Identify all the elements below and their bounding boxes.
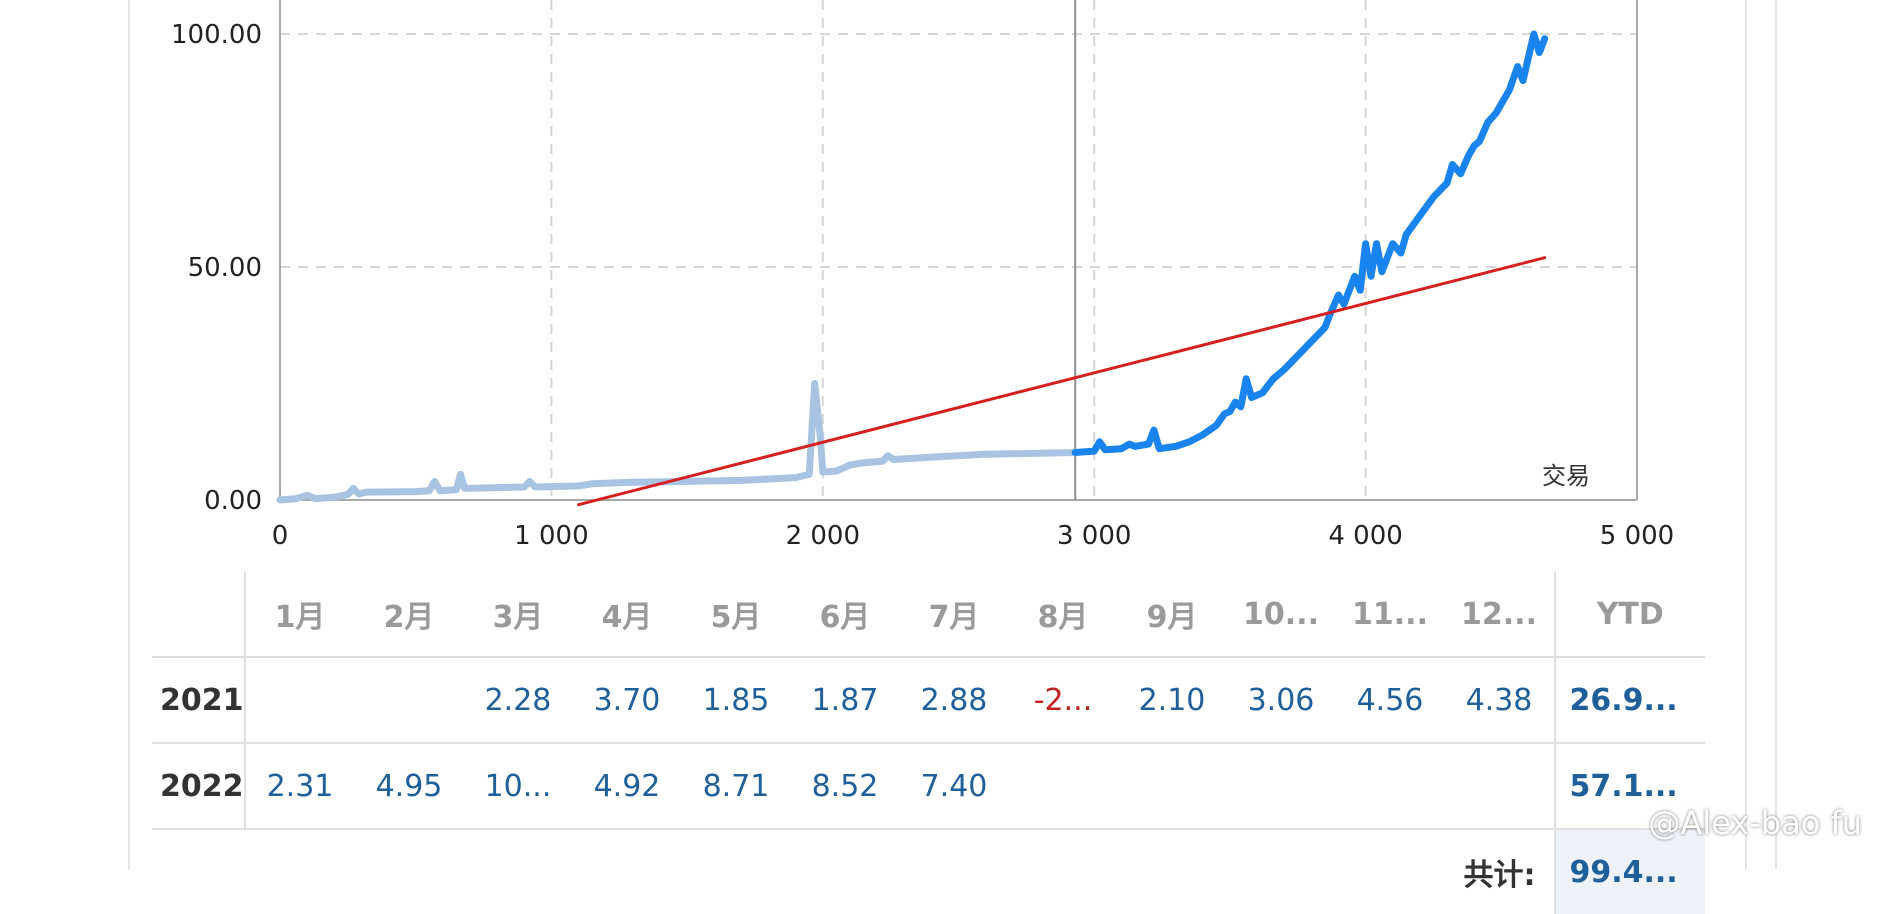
month-value-cell: 2.28 <box>463 657 573 744</box>
chart-axes <box>279 0 1638 501</box>
month-value-cell <box>1444 743 1555 830</box>
month-value-cell: 2.88 <box>899 657 1009 744</box>
month-value-cell: 4.56 <box>1335 657 1445 744</box>
ytd-header-cell: YTD <box>1553 572 1705 657</box>
total-label-cell: 共计: <box>1463 858 1536 893</box>
y-axis-ticks: 0.00 50.00 100.00 <box>171 20 262 516</box>
month-header-cell: 8月 <box>1037 600 1089 635</box>
ytd-value-cell: 26.9... <box>1553 657 1705 744</box>
month-value-cell <box>1117 743 1227 830</box>
month-value-cell <box>244 657 355 744</box>
month-value-cell: 3.06 <box>1226 657 1336 744</box>
month-header-cell: 3月 <box>492 600 544 635</box>
month-value-cell: 4.92 <box>572 743 682 830</box>
left-frame-line <box>128 0 130 870</box>
month-value-cell: 8.52 <box>790 743 900 830</box>
series-line-trend <box>577 256 1547 507</box>
month-value-cell: 2.31 <box>244 743 355 830</box>
month-header-cell: 1月 <box>274 600 326 635</box>
equity-chart: 0 1 000 2 000 3 000 4 000 5 000 0.00 50.00 100.… <box>171 0 1674 551</box>
year-cell: 2021 <box>152 657 246 744</box>
right-frame-line <box>1745 0 1747 870</box>
x-tick-label: 3 000 <box>1057 521 1131 551</box>
month-value-cell: 4.95 <box>354 743 464 830</box>
series-label: 交易 <box>1542 462 1590 490</box>
right-frame-line-2 <box>1775 0 1777 870</box>
month-value-cell: 7.40 <box>899 743 1009 830</box>
month-value-cell <box>354 657 464 744</box>
x-tick-label: 2 000 <box>786 521 860 551</box>
month-header-cell: 11... <box>1352 596 1428 632</box>
table-row: 2022 2.31 4.95 10... 4.92 8.71 8.52 7.40 57.1... <box>152 743 1705 830</box>
y-tick-label: 0.00 <box>204 486 262 516</box>
month-header-cell: 4月 <box>601 600 653 635</box>
table-row: 2021 2.28 3.70 1.85 1.87 2.88 -2... 2.10 3.06 4.5… <box>152 657 1705 744</box>
month-value-cell: 8.71 <box>681 743 791 830</box>
month-value-cell: 1.85 <box>681 657 791 744</box>
chart-lines <box>276 30 1549 507</box>
x-tick-label: 0 <box>272 521 289 551</box>
year-header-cell <box>152 572 246 657</box>
monthly-returns-table: 1月 2月 3月 4月 5月 6月 7月 8月 9月 10... 11... 12... YTD 2021… <box>152 572 1705 914</box>
x-tick-label: 4 000 <box>1328 521 1402 551</box>
month-header-cell: 10... <box>1243 596 1319 632</box>
table-header-row: 1月 2月 3月 4月 5月 6月 7月 8月 9月 10... 11... 12... YTD <box>152 572 1705 657</box>
x-tick-label: 1 000 <box>514 521 588 551</box>
month-value-cell: 3.70 <box>572 657 682 744</box>
watermark: @Alex-bao fu <box>1648 804 1862 842</box>
chart-grid <box>280 0 1637 500</box>
month-header-cell: 5月 <box>710 600 762 635</box>
ytd-value-cell: 57.1... <box>1553 743 1705 830</box>
month-value-cell <box>1226 743 1336 830</box>
series-line-blue <box>1071 30 1549 456</box>
month-header-cell: 9月 <box>1146 600 1198 635</box>
month-value-cell: -2... <box>1008 657 1118 744</box>
month-value-cell <box>1008 743 1118 830</box>
month-value-cell: 10... <box>463 743 573 830</box>
month-value-cell: 2.10 <box>1117 657 1227 744</box>
y-tick-label: 100.00 <box>171 20 262 50</box>
month-value-cell: 4.38 <box>1444 657 1555 744</box>
month-header-cell: 2月 <box>383 600 435 635</box>
year-cell: 2022 <box>152 743 246 830</box>
x-axis-ticks: 0 1 000 2 000 3 000 4 000 5 000 <box>272 521 1674 551</box>
month-value-cell: 1.87 <box>790 657 900 744</box>
month-header-cell: 12... <box>1461 596 1537 632</box>
series-line-light-blue <box>276 380 1079 504</box>
x-tick-label: 5 000 <box>1600 521 1674 551</box>
y-tick-label: 50.00 <box>188 253 262 283</box>
month-header-cell: 7月 <box>928 600 980 635</box>
table-total-row: 共计: 99.4... <box>152 829 1705 914</box>
month-value-cell <box>1335 743 1445 830</box>
month-header-cell: 6月 <box>819 600 871 635</box>
